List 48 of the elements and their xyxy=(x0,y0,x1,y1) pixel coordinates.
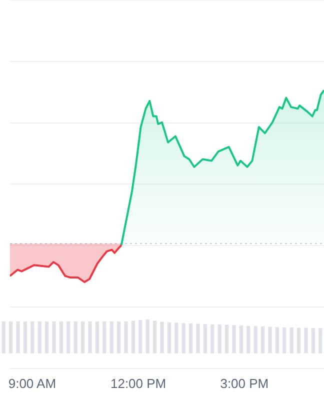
bar xyxy=(152,320,157,354)
bar xyxy=(146,319,150,354)
bar xyxy=(260,326,265,354)
bar xyxy=(74,321,78,354)
bar xyxy=(88,321,92,354)
bar xyxy=(102,321,106,354)
bar xyxy=(66,321,70,354)
bar xyxy=(275,327,280,354)
bar xyxy=(210,324,214,354)
bar xyxy=(174,322,178,354)
bar xyxy=(116,321,121,354)
bar xyxy=(44,321,49,354)
bar xyxy=(110,321,114,354)
bar xyxy=(30,321,34,354)
bar xyxy=(38,321,42,354)
bar xyxy=(124,321,128,354)
bar xyxy=(188,323,193,354)
bar xyxy=(80,321,85,354)
x-tick-label: 12:00 PM xyxy=(110,376,166,391)
bar xyxy=(304,328,308,354)
bar xyxy=(167,322,172,354)
bar xyxy=(52,321,56,354)
bar xyxy=(232,325,236,354)
bar xyxy=(246,326,250,354)
bar xyxy=(282,327,286,354)
bar xyxy=(23,321,28,354)
bar xyxy=(296,328,301,354)
bar xyxy=(182,323,186,354)
bar xyxy=(138,320,142,354)
bar xyxy=(203,324,208,354)
bar xyxy=(59,321,64,354)
bar xyxy=(95,321,100,354)
bar xyxy=(160,322,164,354)
bar xyxy=(8,321,13,354)
bar xyxy=(131,320,136,354)
bar xyxy=(311,328,316,354)
bar xyxy=(268,326,272,354)
x-tick-label: 9:00 AM xyxy=(8,376,56,391)
x-tick-label: 3:00 PM xyxy=(220,376,269,391)
bar xyxy=(224,324,229,354)
bar xyxy=(318,328,322,354)
bar xyxy=(239,325,244,354)
bar xyxy=(218,324,222,354)
bar xyxy=(254,326,258,354)
bar xyxy=(196,324,200,354)
bar xyxy=(16,321,20,354)
bar xyxy=(290,327,294,354)
bar xyxy=(2,321,6,354)
